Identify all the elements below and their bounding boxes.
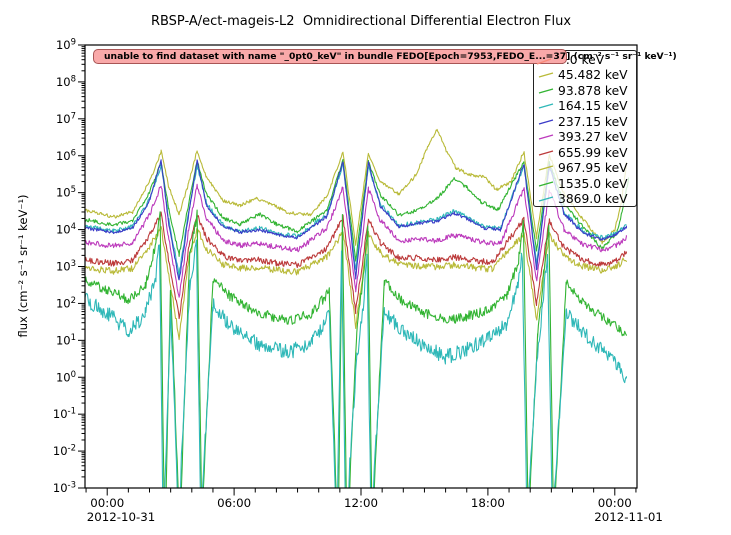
y-tick-label: 104	[56, 222, 76, 237]
axis-labels: 109 108 107 106 105 104 103 102 101 100 10-1 10-2 10…	[53, 38, 663, 525]
series-line-1535.0-keV	[85, 209, 627, 488]
y-tick-label: 100	[56, 370, 76, 385]
plot-title: RBSP-A/ect-mageis-L2 Omnidirectional Dif…	[150, 14, 572, 29]
y-tick-label: 102	[56, 296, 76, 311]
legend-item[interactable]: 393.27 keV	[538, 130, 636, 146]
legend-item-label: 393.27 keV	[558, 130, 628, 145]
warning-text: unable to find dataset with name "_0pt0_…	[104, 51, 677, 62]
x-tick-label: 12:00	[344, 496, 378, 510]
data-curves	[85, 128, 630, 488]
legend-item-label: 93.878 keV	[558, 83, 628, 98]
legend-line-sample-icon	[538, 72, 554, 78]
series-line-655.99-keV	[85, 211, 627, 320]
y-tick-label: 10-2	[53, 444, 76, 459]
legend-item-label: 3869.0 keV	[558, 192, 628, 207]
x-date-label-right: 2012-11-01	[594, 510, 663, 524]
legend-line-sample-icon	[538, 103, 554, 109]
y-tick-label: 106	[56, 148, 76, 163]
legend-line-sample-icon	[538, 181, 554, 187]
series-line-93.878-keV	[85, 158, 630, 262]
series-line-45.482-keV	[85, 128, 627, 246]
legend-line-sample-icon	[538, 88, 554, 94]
legend-item[interactable]: 93.878 keV	[538, 83, 636, 99]
y-tick-label: 103	[56, 259, 76, 274]
y-tick-label: 105	[56, 185, 76, 200]
axis-ticks	[78, 44, 637, 496]
legend-line-sample-icon	[538, 196, 554, 202]
y-tick-label: 108	[56, 74, 76, 89]
legend-item[interactable]: 237.15 keV	[538, 114, 636, 130]
series-line-164.15-keV	[85, 162, 627, 278]
legend-item-label: 164.15 keV	[558, 99, 628, 114]
legend-sample-0-overlay	[536, 56, 552, 66]
legend-item-label: 1535.0 keV	[558, 176, 628, 191]
y-tick-label: 109	[56, 38, 76, 53]
legend-item-label: 237.15 keV	[558, 114, 628, 129]
legend-item-label: 655.99 keV	[558, 145, 628, 160]
legend-item-label: 967.95 keV	[558, 161, 628, 176]
y-tick-label: 10-1	[53, 407, 76, 422]
y-tick-label: 10-3	[53, 481, 76, 496]
legend-item[interactable]: 0.0 keV	[538, 52, 636, 68]
legend[interactable]: 0.0 keV 45.482 keV 93.878 keV 164.15 keV 237…	[533, 50, 637, 207]
series-line-3869.0-keV	[85, 239, 627, 488]
legend-line-sample-icon	[538, 150, 554, 156]
legend-line-sample-icon	[538, 165, 554, 171]
legend-item[interactable]: 164.15 keV	[538, 99, 636, 115]
x-date-label-left: 2012-10-31	[87, 510, 156, 524]
y-tick-label: 107	[56, 111, 76, 126]
legend-item[interactable]: 967.95 keV	[538, 161, 636, 177]
legend-item[interactable]: 45.482 keV	[538, 68, 636, 84]
legend-item-label: 45.482 keV	[558, 68, 628, 83]
series-line-237.15-keV	[85, 159, 627, 281]
x-tick-label: 18:00	[471, 496, 505, 510]
series-line-967.95-keV	[85, 226, 627, 341]
x-tick-label: 00:00	[598, 496, 632, 510]
series-line-393.27-keV	[85, 183, 627, 298]
legend-item[interactable]: 1535.0 keV	[538, 176, 636, 192]
x-tick-label: 00:00	[90, 496, 124, 510]
x-tick-label: 06:00	[217, 496, 251, 510]
y-tick-label: 101	[56, 333, 76, 348]
legend-line-sample-icon	[538, 119, 554, 125]
legend-line-sample-icon	[538, 134, 554, 140]
legend-item[interactable]: 3869.0 keV	[538, 192, 636, 208]
legend-item[interactable]: 655.99 keV	[538, 145, 636, 161]
warning-banner[interactable]: unable to find dataset with name "_0pt0_…	[93, 49, 677, 64]
legend-item-label: 0.0 keV	[558, 52, 605, 67]
